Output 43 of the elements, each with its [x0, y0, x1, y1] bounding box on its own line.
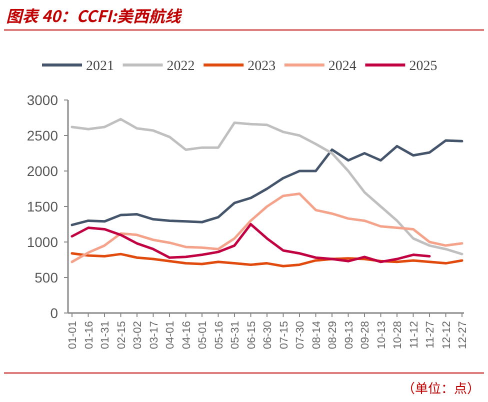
x-tick-label: 05-16 [213, 321, 226, 350]
x-tick-label: 07-15 [278, 321, 290, 350]
x-tick-label: 11-27 [424, 321, 436, 348]
x-tick-label: 12-12 [440, 321, 453, 350]
x-tick-label: 08-29 [327, 321, 339, 350]
x-tick-label: 10-28 [392, 321, 404, 350]
line-series [70, 223, 431, 264]
y-tick-label: 2500 [26, 128, 58, 144]
y-tick-label: 2000 [26, 163, 58, 179]
legend-label: 2023 [248, 59, 276, 74]
x-tick-label: 11-12 [408, 321, 420, 348]
x-tick-label: 01-31 [100, 321, 112, 350]
x-tick-label: 06-30 [262, 321, 274, 350]
line-series [70, 139, 464, 226]
legend-label: 2024 [328, 59, 356, 74]
y-tick-label: 1000 [26, 234, 58, 250]
x-tick-label: 03-02 [132, 321, 144, 350]
x-tick-label: 02-15 [116, 321, 128, 350]
x-tick-label: 09-28 [360, 321, 372, 350]
x-tick-label: 07-30 [294, 321, 306, 350]
legend-label: 2022 [166, 59, 195, 74]
text: （单位：点） [402, 378, 480, 397]
x-tick-label: 04-01 [164, 321, 176, 350]
x-tick-label: 05-31 [230, 321, 242, 350]
y-tick-label: 1500 [26, 198, 58, 214]
x-tick-label: 01-01 [67, 321, 79, 350]
x-tick-label: 04-16 [180, 321, 193, 350]
line-series [70, 118, 464, 256]
x-tick-label: 12-27 [457, 321, 469, 350]
legend-label: 2025 [409, 59, 438, 74]
x-tick-label: 10-13 [376, 321, 388, 350]
legend-label: 2021 [86, 59, 114, 74]
y-tick-label: 500 [34, 270, 58, 286]
y-tick-label: 0 [50, 305, 58, 321]
x-tick-label: 06-15 [246, 321, 258, 350]
x-tick-label: 01-16 [83, 321, 96, 350]
line-series [70, 192, 464, 264]
x-tick-label: 08-14 [310, 321, 323, 350]
x-tick-label: 05-01 [197, 321, 209, 350]
chart-title: 图表 40：CCFI:美西航线 [6, 3, 183, 27]
x-tick-label: 03-17 [148, 321, 160, 350]
y-tick-label: 3000 [26, 92, 58, 108]
x-tick-label: 09-13 [343, 321, 356, 350]
